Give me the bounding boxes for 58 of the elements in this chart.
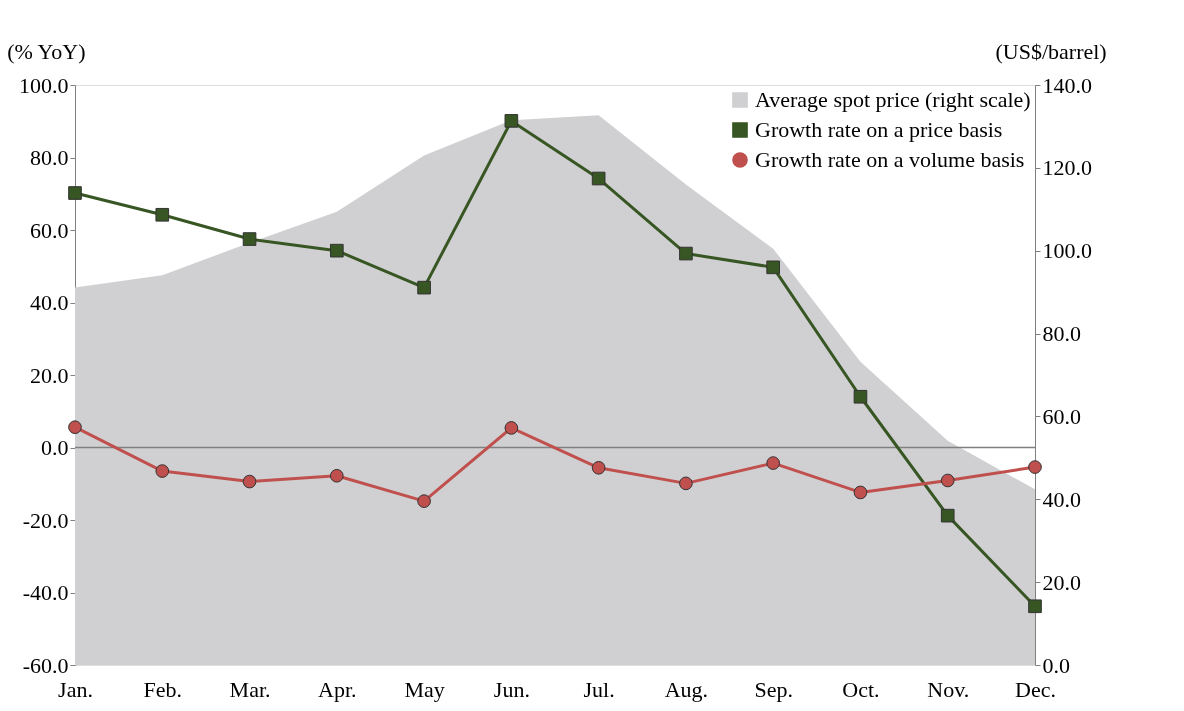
x-tick-label: Jan. bbox=[58, 676, 93, 702]
point bbox=[242, 232, 257, 246]
legend-label: Growth rate on a price basis bbox=[755, 117, 1003, 142]
point bbox=[329, 243, 344, 258]
x-tick-label: Aug. bbox=[664, 676, 709, 702]
legend-label: Average spot price (right scale) bbox=[755, 87, 1031, 112]
point bbox=[504, 421, 519, 435]
x-tick-label: Jun. bbox=[493, 676, 530, 702]
point bbox=[853, 389, 868, 404]
point bbox=[242, 474, 257, 489]
point bbox=[591, 460, 606, 475]
point bbox=[591, 171, 606, 186]
point bbox=[1028, 460, 1042, 474]
point bbox=[940, 508, 955, 523]
x-tick-label: Mar. bbox=[229, 676, 271, 702]
point bbox=[853, 485, 868, 500]
y2-tick-label: 20.0 bbox=[1042, 569, 1081, 595]
point bbox=[417, 280, 431, 295]
point bbox=[940, 473, 955, 488]
y2-tick-label: 80.0 bbox=[1042, 321, 1081, 347]
y-tick-label: 20.0 bbox=[30, 362, 69, 388]
y2-tick-label: 40.0 bbox=[1042, 486, 1081, 512]
y-tick-label: 100.0 bbox=[19, 72, 69, 98]
y-tick-label: -20.0 bbox=[22, 507, 69, 533]
point bbox=[1028, 599, 1042, 614]
y-tick-label: 60.0 bbox=[30, 217, 69, 243]
y-tick-label: -40.0 bbox=[22, 580, 69, 605]
y2-tick-label: 120.0 bbox=[1042, 155, 1092, 181]
y2-tick-label: 60.0 bbox=[1042, 403, 1081, 429]
y2-axis-title: (US$/barrel) bbox=[995, 38, 1107, 64]
point bbox=[329, 468, 344, 483]
point bbox=[766, 456, 781, 470]
y2-tick-label: 0.0 bbox=[1042, 652, 1070, 678]
legend-label: Growth rate on a volume basis bbox=[755, 147, 1025, 172]
x-tick-label: Feb. bbox=[143, 676, 183, 702]
point bbox=[766, 260, 781, 275]
point bbox=[155, 464, 170, 478]
point bbox=[679, 476, 693, 491]
point bbox=[68, 186, 82, 200]
y-axis-title: (% YoY) bbox=[7, 38, 86, 64]
x-tick-label: Sep. bbox=[754, 676, 793, 702]
x-tick-label: Nov. bbox=[927, 676, 970, 702]
y-tick-label: -60.0 bbox=[22, 652, 69, 678]
y-tick-label: 0.0 bbox=[41, 435, 69, 460]
x-tick-label: Jul. bbox=[583, 676, 615, 702]
x-tick-label: Apr. bbox=[318, 676, 357, 702]
x-tick-label: Dec. bbox=[1015, 676, 1056, 702]
y2-tick-label: 140.0 bbox=[1042, 72, 1092, 98]
point bbox=[504, 114, 519, 128]
point bbox=[417, 494, 431, 508]
point bbox=[68, 420, 82, 435]
y2-tick-label: 100.0 bbox=[1042, 238, 1092, 264]
point bbox=[679, 246, 693, 261]
x-tick-label: Oct. bbox=[842, 676, 880, 702]
y-tick-label: 40.0 bbox=[30, 290, 69, 315]
x-tick-label: May bbox=[404, 676, 445, 702]
y-tick-label: 80.0 bbox=[30, 145, 69, 170]
point bbox=[155, 207, 170, 222]
